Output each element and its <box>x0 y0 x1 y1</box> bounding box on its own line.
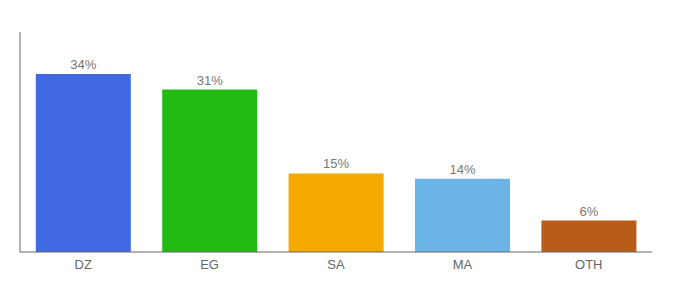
svg-text:OTH: OTH <box>575 257 602 272</box>
svg-text:MA: MA <box>453 257 473 272</box>
svg-text:EG: EG <box>200 257 219 272</box>
svg-text:6%: 6% <box>580 204 599 219</box>
svg-text:SA: SA <box>327 257 345 272</box>
svg-text:34%: 34% <box>70 57 96 72</box>
svg-text:DZ: DZ <box>75 257 92 272</box>
svg-text:31%: 31% <box>197 73 223 88</box>
svg-text:15%: 15% <box>323 156 349 171</box>
svg-text:14%: 14% <box>449 162 475 177</box>
